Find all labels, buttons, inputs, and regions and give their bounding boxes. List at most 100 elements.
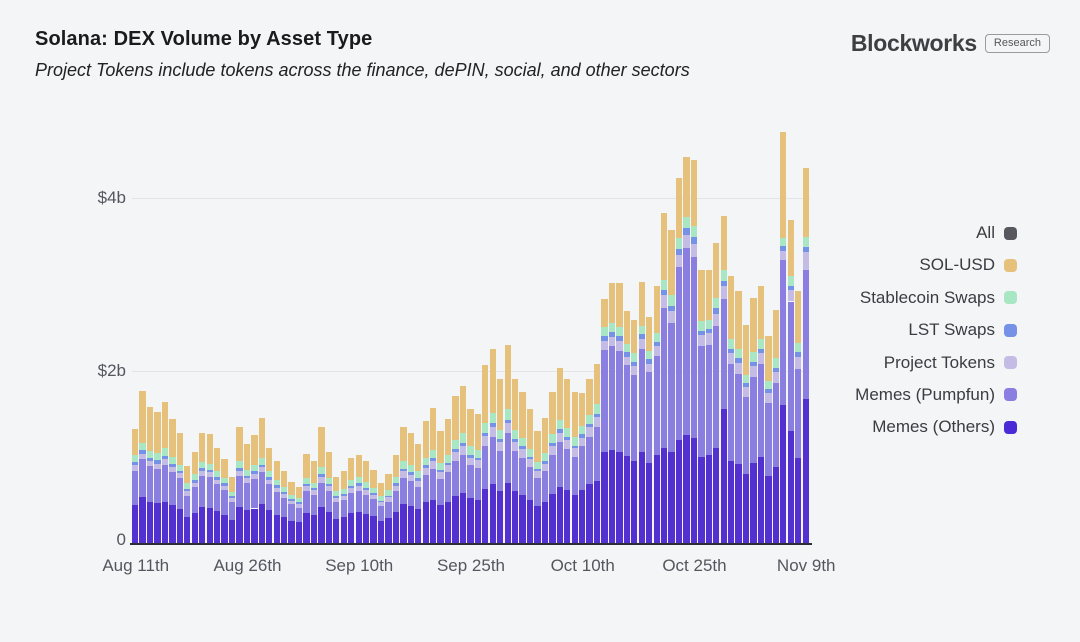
bar-segment-memes-others[interactable] xyxy=(288,520,295,543)
bar-segment-stablecoin-swaps[interactable] xyxy=(713,298,720,309)
bar-segment-lst-swaps[interactable] xyxy=(519,446,526,449)
bar-segment-lst-swaps[interactable] xyxy=(325,484,333,487)
bar-segment-sol-usd[interactable] xyxy=(489,348,496,413)
bar-segment-sol-usd[interactable] xyxy=(579,392,586,426)
bar-segment-project-tokens[interactable] xyxy=(564,440,571,449)
bar-segment-sol-usd[interactable] xyxy=(392,455,400,478)
bar-segment-project-tokens[interactable] xyxy=(616,341,623,351)
bar-segment-stablecoin-swaps[interactable] xyxy=(765,380,772,390)
bar-segment-project-tokens[interactable] xyxy=(206,472,213,478)
bar-segment-stablecoin-swaps[interactable] xyxy=(541,453,549,462)
bar-segment-lst-swaps[interactable] xyxy=(161,455,169,460)
bar-segment-memes-pumpfun[interactable] xyxy=(802,270,809,399)
bar-segment-sol-usd[interactable] xyxy=(199,432,206,462)
bar-segment-lst-swaps[interactable] xyxy=(750,361,757,367)
bar-segment-memes-others[interactable] xyxy=(258,504,265,543)
bar-segment-stablecoin-swaps[interactable] xyxy=(750,352,757,362)
bar-segment-stablecoin-swaps[interactable] xyxy=(221,478,228,484)
bar-segment-sol-usd[interactable] xyxy=(362,461,370,482)
bar-segment-memes-others[interactable] xyxy=(169,505,176,543)
bar-segment-memes-pumpfun[interactable] xyxy=(318,482,325,507)
bar-segment-memes-pumpfun[interactable] xyxy=(526,467,534,500)
bar-segment-lst-swaps[interactable] xyxy=(765,389,772,393)
legend-item-lst-swaps[interactable]: LST Swaps xyxy=(855,320,1017,340)
bar-segment-project-tokens[interactable] xyxy=(258,467,265,473)
bar-segment-memes-pumpfun[interactable] xyxy=(698,346,705,457)
bar-segment-lst-swaps[interactable] xyxy=(452,448,459,453)
bar-segment-lst-swaps[interactable] xyxy=(251,471,258,474)
bar-segment-memes-others[interactable] xyxy=(392,511,400,543)
bar-segment-stablecoin-swaps[interactable] xyxy=(571,436,578,446)
bar-segment-project-tokens[interactable] xyxy=(511,442,519,451)
legend-item-all[interactable]: All xyxy=(855,223,1017,243)
bar-segment-sol-usd[interactable] xyxy=(757,285,765,340)
bar-segment-memes-pumpfun[interactable] xyxy=(549,455,556,494)
bar-segment-memes-others[interactable] xyxy=(295,522,303,543)
bar-segment-memes-others[interactable] xyxy=(638,452,645,543)
bar-segment-memes-others[interactable] xyxy=(251,508,258,543)
bar-segment-memes-others[interactable] xyxy=(705,455,712,543)
bar-segment-project-tokens[interactable] xyxy=(251,474,258,480)
bar-segment-stablecoin-swaps[interactable] xyxy=(191,474,198,481)
bar-segment-memes-others[interactable] xyxy=(266,510,273,543)
bar-segment-memes-pumpfun[interactable] xyxy=(325,491,333,512)
bar-segment-lst-swaps[interactable] xyxy=(288,499,295,501)
bar-segment-project-tokens[interactable] xyxy=(139,454,146,460)
bar-segment-memes-others[interactable] xyxy=(519,494,526,543)
bar-segment-lst-swaps[interactable] xyxy=(608,331,616,337)
bar-segment-memes-others[interactable] xyxy=(541,501,549,543)
bar-segment-lst-swaps[interactable] xyxy=(593,413,601,418)
bar-segment-memes-others[interactable] xyxy=(601,451,608,543)
bar-segment-memes-others[interactable] xyxy=(556,486,563,543)
bar-segment-sol-usd[interactable] xyxy=(802,167,809,237)
bar-segment-stablecoin-swaps[interactable] xyxy=(467,446,474,456)
bar-segment-sol-usd[interactable] xyxy=(452,396,459,441)
bar-segment-sol-usd[interactable] xyxy=(385,474,392,491)
bar-segment-project-tokens[interactable] xyxy=(720,285,727,299)
bar-segment-project-tokens[interactable] xyxy=(608,336,616,347)
bar-segment-stablecoin-swaps[interactable] xyxy=(385,490,392,496)
bar-segment-memes-pumpfun[interactable] xyxy=(653,355,660,456)
bar-segment-memes-pumpfun[interactable] xyxy=(295,507,303,523)
bar-segment-memes-others[interactable] xyxy=(765,475,772,543)
bar-segment-memes-pumpfun[interactable] xyxy=(266,484,273,511)
bar-segment-lst-swaps[interactable] xyxy=(355,483,362,487)
bar-segment-memes-others[interactable] xyxy=(623,455,631,543)
bar-segment-memes-pumpfun[interactable] xyxy=(504,433,511,483)
bar-segment-memes-others[interactable] xyxy=(154,503,161,543)
bar-segment-stablecoin-swaps[interactable] xyxy=(616,327,623,336)
bar-segment-stablecoin-swaps[interactable] xyxy=(735,348,742,359)
bar-segment-lst-swaps[interactable] xyxy=(705,329,712,334)
bar-segment-memes-pumpfun[interactable] xyxy=(616,350,623,453)
legend-item-memes-others[interactable]: Memes (Others) xyxy=(855,417,1017,437)
bar-segment-project-tokens[interactable] xyxy=(772,372,780,384)
bar-segment-memes-others[interactable] xyxy=(653,455,660,543)
bar-segment-memes-others[interactable] xyxy=(325,511,333,543)
bar-segment-sol-usd[interactable] xyxy=(176,433,184,465)
bar-segment-memes-pumpfun[interactable] xyxy=(564,448,571,491)
bar-segment-memes-others[interactable] xyxy=(683,435,690,543)
bar-segment-sol-usd[interactable] xyxy=(146,406,154,451)
bar-segment-project-tokens[interactable] xyxy=(750,366,757,378)
bar-segment-stablecoin-swaps[interactable] xyxy=(802,236,809,248)
bar-segment-memes-pumpfun[interactable] xyxy=(169,472,176,506)
bar-segment-memes-others[interactable] xyxy=(735,463,742,543)
bar-segment-lst-swaps[interactable] xyxy=(407,472,414,475)
bar-segment-sol-usd[interactable] xyxy=(497,379,504,430)
bar-segment-lst-swaps[interactable] xyxy=(653,342,660,347)
bar-segment-lst-swaps[interactable] xyxy=(430,458,437,462)
bar-segment-project-tokens[interactable] xyxy=(660,295,668,309)
bar-segment-memes-pumpfun[interactable] xyxy=(228,501,236,520)
bar-segment-project-tokens[interactable] xyxy=(422,467,429,475)
bar-segment-lst-swaps[interactable] xyxy=(795,352,802,357)
bar-segment-memes-pumpfun[interactable] xyxy=(348,492,355,513)
bar-segment-project-tokens[interactable] xyxy=(705,333,712,345)
bar-segment-memes-others[interactable] xyxy=(281,517,288,543)
bar-segment-memes-pumpfun[interactable] xyxy=(362,494,370,514)
bar-segment-memes-others[interactable] xyxy=(206,507,213,543)
bar-segment-stablecoin-swaps[interactable] xyxy=(236,461,243,468)
bar-segment-memes-others[interactable] xyxy=(422,502,429,543)
bar-segment-memes-others[interactable] xyxy=(489,484,496,543)
bar-segment-stablecoin-swaps[interactable] xyxy=(511,430,519,439)
bar-segment-sol-usd[interactable] xyxy=(675,178,683,238)
